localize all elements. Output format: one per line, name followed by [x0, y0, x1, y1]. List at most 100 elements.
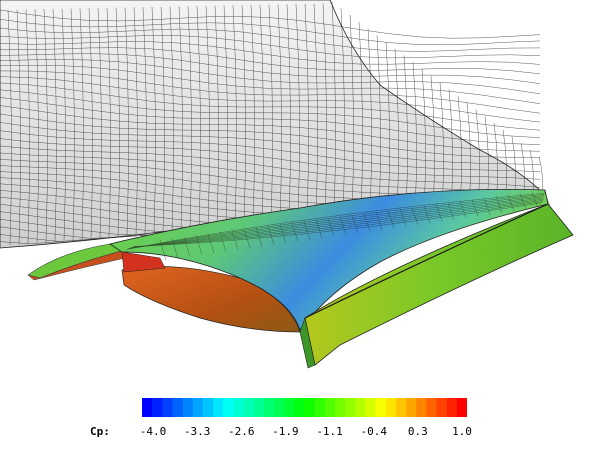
colorbar-tick-label: 1.0: [452, 425, 472, 438]
colorbar-segment: [355, 398, 366, 417]
wake-mesh-line: [133, 7, 138, 235]
colorbar-segment: [233, 398, 245, 417]
colorbar-tick-label: -0.4: [360, 425, 387, 438]
wake-mesh: [0, 0, 546, 249]
wake-mesh-line: [205, 5, 210, 229]
wake-mesh-line: [97, 7, 102, 238]
colorbar-segment: [426, 398, 438, 417]
wing-mesh-line: [315, 219, 323, 239]
wake-mesh-line: [250, 4, 255, 226]
colorbar-segment: [294, 398, 305, 417]
wake-mesh-line: [286, 4, 291, 223]
wake-mesh-line: [0, 59, 541, 95]
colorbar-tick-label: -3.3: [183, 425, 211, 438]
wake-mesh-line: [214, 5, 219, 229]
wake-mesh-line: [349, 14, 354, 217]
wake-mesh-line: [358, 21, 363, 217]
wake-mesh-line: [52, 8, 57, 242]
main-wing-upper-surface: [109, 189, 549, 331]
colorbar-segment: [142, 398, 153, 417]
wake-mesh-line: [88, 8, 93, 239]
wake-mesh-line: [0, 47, 541, 75]
flap-edge: [299, 316, 316, 369]
wing-mesh-line: [411, 207, 419, 225]
colorbar-tick-label: -1.9: [272, 425, 299, 438]
wake-mesh-line: [313, 3, 318, 220]
wing-mesh-line: [159, 239, 167, 261]
wake-mesh-line: [169, 6, 174, 232]
wake-mesh-line: [178, 6, 183, 232]
wake-mesh-line: [151, 6, 156, 234]
wake-mesh-line: [0, 65, 541, 104]
wing-mesh-line: [459, 200, 467, 218]
colorbar-segment: [192, 398, 204, 417]
wing-mesh-line: [363, 213, 371, 232]
wing-mesh-line: [127, 195, 545, 249]
wake-mesh-line: [259, 4, 264, 225]
wake-mesh-line: [34, 9, 39, 244]
wake-mesh-line: [232, 5, 237, 227]
colorbar-segment: [172, 398, 184, 417]
wing-mesh-line: [327, 218, 335, 237]
colorbar-tick-label: -4.0: [139, 425, 167, 438]
wing-mesh-line: [231, 230, 239, 250]
wake-mesh-line: [0, 70, 541, 114]
wing-mesh-line: [183, 236, 191, 257]
colorbar-tick-label: 0.3: [407, 425, 428, 438]
wake-mesh-line: [322, 3, 327, 220]
colorbar-segment: [416, 398, 427, 417]
wake-mesh-line: [367, 28, 372, 216]
wing-mesh-line: [219, 232, 227, 252]
wake-mesh-line: [268, 4, 273, 224]
wake-mesh-line: [196, 6, 201, 230]
wing-mesh-line: [255, 227, 263, 247]
wake-mesh-line: [0, 105, 541, 152]
wing-mesh-line: [351, 215, 359, 234]
wing-mesh-line: [207, 233, 215, 254]
wing-mesh-line: [133, 202, 543, 247]
colorbar-label: Cp:: [90, 425, 110, 438]
colorbar-segment: [436, 398, 448, 417]
wake-mesh-line: [0, 53, 541, 84]
wing-mesh-line: [471, 199, 479, 217]
colorbar-segment: [456, 398, 467, 417]
wing-mesh-line: [435, 204, 443, 222]
colorbar-segment: [345, 398, 356, 417]
wake-mesh-line: [376, 35, 381, 215]
wake-mesh-line: [16, 9, 21, 245]
colorbar-segment: [385, 398, 397, 417]
colorbar-segment: [395, 398, 407, 417]
wing-mesh-line: [279, 224, 287, 244]
wing-mesh-line: [125, 193, 545, 250]
wake-mesh-line: [0, 9, 541, 39]
wing-mesh-line: [195, 235, 203, 256]
wake-mesh-line: [25, 9, 30, 244]
wake-mesh-line: [277, 4, 282, 223]
wake-mesh-line: [0, 40, 541, 65]
colorbar-segment: [182, 398, 194, 417]
wake-mesh-line: [61, 8, 66, 241]
cfd-visualization: [0, 0, 574, 369]
wake-mesh-line: [0, 122, 541, 165]
wake-mesh-line: [70, 8, 75, 241]
colorbar-segment: [284, 398, 295, 417]
wing-mesh-line: [375, 211, 383, 230]
colorbar-segment: [334, 398, 346, 417]
wake-mesh-line: [79, 8, 84, 240]
wing-mesh-line: [543, 190, 551, 207]
wake-mesh-line: [43, 9, 48, 243]
wake-mesh-line: [187, 6, 192, 231]
wake-mesh-line: [0, 97, 541, 145]
wake-mesh-line: [385, 41, 390, 214]
wing-mesh-line: [423, 205, 431, 224]
wing-mesh-line: [447, 202, 455, 220]
colorbar-segment: [365, 398, 377, 417]
colorbar-segment: [263, 398, 275, 417]
colorbar-segment: [162, 398, 173, 417]
wake-mesh-line: [304, 3, 309, 221]
nacelle-edge-red: [121, 251, 166, 273]
wing-mesh-line: [339, 216, 347, 235]
colorbar-segment: [375, 398, 387, 417]
wake-mesh-line: [295, 4, 300, 222]
wake-mesh-line: [0, 130, 541, 172]
